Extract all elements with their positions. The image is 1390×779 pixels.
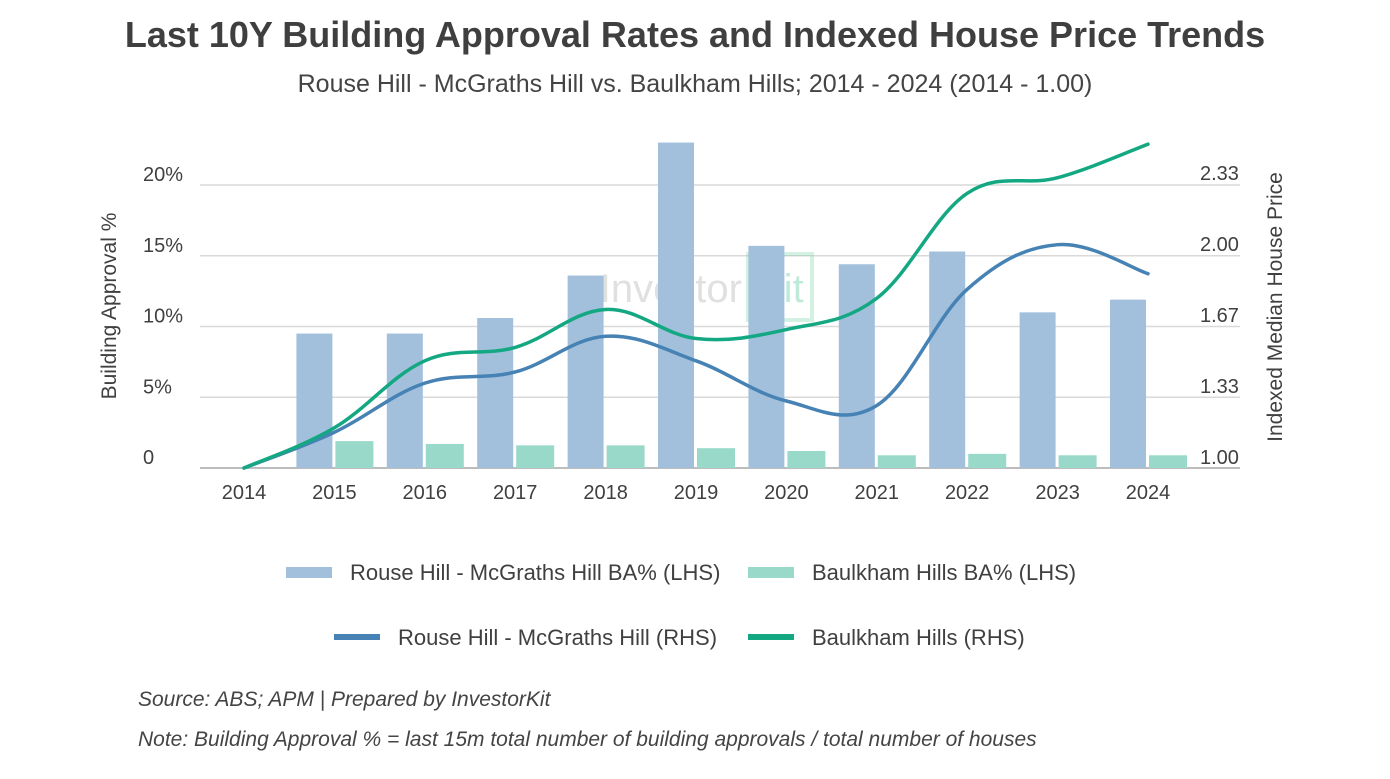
bar-baulkham-hills [877, 455, 916, 468]
left-tick-label: 20% [143, 164, 183, 186]
legend-swatch [748, 634, 794, 640]
line-rouse-hill [242, 242, 1150, 470]
source-footnote: Source: ABS; APM | Prepared by InvestorK… [138, 688, 551, 711]
combo-chart: Investor Kit 05%10%15%20% 1.001.331.672.… [98, 142, 1287, 650]
x-tick-label: 2018 [583, 482, 628, 504]
bar-series [296, 142, 1187, 469]
bar-baulkham-hills [968, 453, 1007, 468]
left-tick-label: 10% [143, 306, 183, 328]
legend-label: Baulkham Hills BA% (LHS) [812, 560, 1076, 585]
chart-legend: Rouse Hill - McGraths Hill BA% (LHS) Baul… [286, 560, 1076, 650]
chart-subtitle: Rouse Hill - McGraths Hill vs. Baulkham … [297, 70, 1093, 98]
bar-rouse-hill [477, 318, 514, 468]
right-tick-label: 1.33 [1200, 376, 1239, 398]
x-tick-label: 2015 [312, 482, 357, 504]
left-tick-label: 15% [143, 235, 183, 257]
x-tick-label: 2014 [222, 482, 267, 504]
x-axis-ticks: 2014 2015 2016 2017 2018 2019 2020 2021 2022 2023… [222, 482, 1171, 504]
bar-rouse-hill [658, 142, 694, 469]
legend-swatch [334, 634, 380, 640]
left-axis-label: Building Approval % [98, 213, 121, 400]
bar-rouse-hill [838, 264, 875, 468]
bar-baulkham-hills [516, 445, 555, 468]
right-tick-label: 1.00 [1200, 447, 1239, 469]
left-axis-ticks: 0 5% 10% 15% 20% [143, 164, 183, 469]
bar-baulkham-hills [1058, 455, 1097, 468]
right-tick-label: 2.33 [1200, 163, 1239, 185]
right-tick-label: 1.67 [1200, 305, 1239, 327]
bar-rouse-hill [748, 245, 785, 468]
bar-rouse-hill [929, 251, 966, 468]
x-tick-label: 2019 [674, 482, 719, 504]
left-tick-label: 5% [143, 376, 172, 398]
legend-swatch [748, 567, 794, 578]
right-tick-label: 2.00 [1200, 234, 1239, 256]
bar-rouse-hill [386, 333, 423, 468]
bar-baulkham-hills [425, 443, 464, 468]
bar-baulkham-hills [787, 451, 826, 468]
x-tick-label: 2017 [493, 482, 538, 504]
legend-label: Rouse Hill - McGraths Hill (RHS) [398, 625, 717, 650]
legend-label: Rouse Hill - McGraths Hill BA% (LHS) [350, 560, 720, 585]
bar-rouse-hill [1019, 312, 1056, 468]
right-axis-ticks: 1.00 1.33 1.67 2.00 2.33 [1200, 163, 1239, 469]
chart-title: Last 10Y Building Approval Rates and Ind… [124, 14, 1266, 55]
x-tick-label: 2023 [1035, 482, 1080, 504]
bar-rouse-hill [1110, 299, 1146, 468]
x-tick-label: 2020 [764, 482, 809, 504]
legend-swatch [286, 567, 332, 578]
x-tick-label: 2016 [403, 482, 448, 504]
line-series [242, 142, 1150, 470]
legend-label: Baulkham Hills (RHS) [812, 625, 1025, 650]
grid-lines [200, 184, 1240, 469]
note-footnote: Note: Building Approval % = last 15m tot… [138, 728, 1037, 751]
bar-rouse-hill [567, 275, 604, 468]
x-tick-label: 2024 [1126, 482, 1171, 504]
bar-baulkham-hills [1149, 455, 1187, 468]
right-axis-label: Indexed Median House Price [1264, 172, 1287, 442]
x-tick-label: 2022 [945, 482, 990, 504]
left-tick-label: 0 [143, 447, 154, 469]
bar-baulkham-hills [335, 441, 374, 468]
line-baulkham-hills [242, 142, 1150, 470]
bar-baulkham-hills [606, 445, 645, 468]
bar-baulkham-hills [697, 448, 735, 468]
x-tick-label: 2021 [855, 482, 900, 504]
